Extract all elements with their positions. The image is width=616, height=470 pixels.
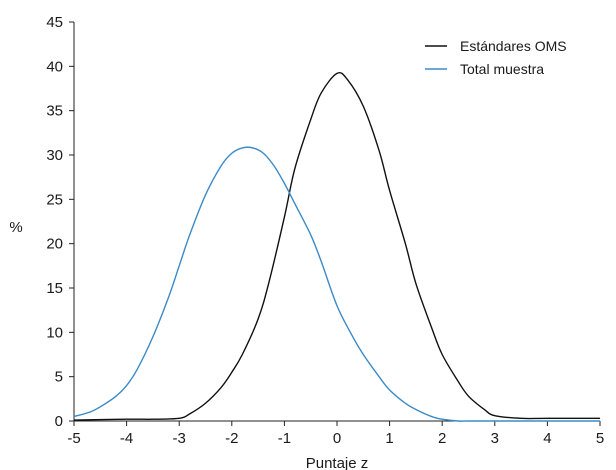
x-tick-label: 2: [438, 430, 446, 447]
y-axis-title: %: [9, 219, 22, 236]
x-tick-label: 4: [543, 430, 551, 447]
y-tick-label: 20: [46, 236, 63, 253]
y-tick-label: 40: [46, 58, 63, 75]
legend: Estándares OMS Total muestra: [425, 38, 567, 77]
x-tick-label: -2: [225, 430, 238, 447]
legend-label-total-muestra: Total muestra: [460, 61, 544, 77]
y-tick-label: 10: [46, 324, 63, 341]
series-line-total-muestra: [73, 146, 600, 422]
y-tick-label: 45: [46, 14, 63, 31]
axes: [73, 22, 600, 422]
x-tick-label: 3: [491, 430, 499, 447]
x-tick-label: -3: [173, 430, 186, 447]
x-axis-title: Puntaje z: [306, 455, 369, 470]
y-tick-label: 0: [55, 413, 63, 430]
x-tick-label: 0: [333, 430, 341, 447]
x-tick-label: 5: [596, 430, 604, 447]
series-line-estandares-oms: [73, 71, 600, 421]
y-tick-label: 5: [55, 369, 63, 386]
x-tick-label: 1: [385, 430, 393, 447]
series-group: [73, 71, 600, 422]
y-tick-label: 30: [46, 147, 63, 164]
y-tick-label: 15: [46, 280, 63, 297]
y-tick-label: 25: [46, 191, 63, 208]
legend-label-estandares-oms: Estándares OMS: [460, 38, 567, 54]
y-tick-label: 35: [46, 103, 63, 120]
x-tick-label: -4: [120, 430, 133, 447]
x-tick-label: -5: [67, 430, 80, 447]
x-tick-label: -1: [278, 430, 291, 447]
